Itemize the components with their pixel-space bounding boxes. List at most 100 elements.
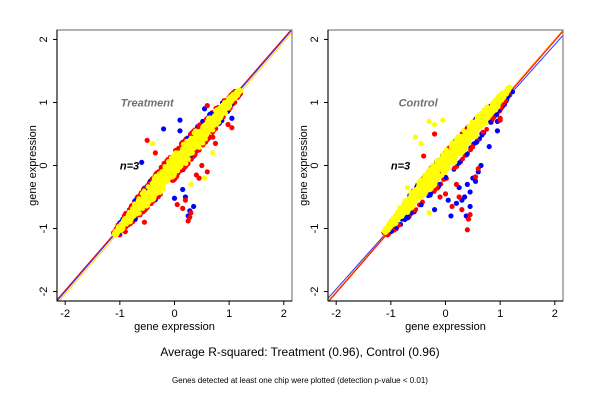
data-point-cloud	[170, 168, 176, 174]
data-point-red	[182, 197, 189, 203]
data-point-blue	[180, 186, 186, 193]
data-point-yellow_outliers	[431, 121, 438, 128]
y-tick-label: -2	[309, 287, 321, 297]
data-point-red	[442, 191, 449, 197]
data-point-cloud	[144, 200, 150, 206]
data-point-red	[467, 212, 473, 218]
data-point-cloud	[190, 141, 196, 147]
data-point-red	[475, 166, 481, 172]
data-point-cloud	[408, 199, 414, 205]
data-point-yellow_outliers	[418, 140, 424, 147]
data-point-cloud	[165, 168, 171, 174]
data-point-cloud	[466, 123, 472, 129]
data-point-cloud	[423, 175, 429, 181]
data-point-red	[144, 137, 150, 143]
data-point-cloud	[450, 147, 456, 153]
y-tick-label: 0	[38, 162, 50, 168]
y-axis-label: gene expression	[27, 125, 39, 206]
data-point-blue	[494, 128, 501, 134]
data-point-cloud	[186, 145, 192, 151]
data-point-cloud	[210, 127, 216, 133]
data-point-red	[188, 210, 194, 216]
data-point-blue	[229, 115, 235, 121]
plot-area	[328, 30, 563, 301]
data-point-cloud	[236, 88, 242, 94]
data-point-blue	[191, 203, 197, 210]
y-tick-label: 2	[38, 36, 50, 42]
data-point-cloud	[434, 159, 440, 165]
data-point-fringe	[418, 202, 424, 208]
data-point-cloud	[136, 196, 142, 202]
data-point-cloud	[428, 177, 434, 183]
data-point-cloud	[207, 123, 213, 129]
data-point-fringe	[469, 144, 475, 149]
data-point-cloud	[211, 122, 217, 128]
x-tick-label: 0	[442, 308, 448, 320]
data-point-cloud	[178, 163, 184, 169]
data-point-red	[465, 216, 472, 222]
data-point-cloud	[428, 181, 434, 187]
data-point-red	[174, 201, 180, 208]
data-point-cloud	[436, 163, 442, 169]
plot-area	[57, 30, 292, 301]
data-point-blue	[464, 181, 470, 188]
data-point-cloud	[481, 117, 487, 123]
data-point-cloud	[212, 113, 218, 119]
data-point-cloud	[440, 163, 446, 169]
data-point-cloud	[505, 85, 511, 91]
x-tick-label: -1	[115, 308, 125, 320]
panel-title: Control	[399, 97, 439, 109]
y-tick-label: 2	[309, 36, 321, 42]
data-point-yellow_outliers	[188, 181, 194, 188]
data-point-cloud	[221, 105, 227, 111]
x-tick-label: -1	[386, 308, 396, 320]
data-point-fringe	[488, 119, 493, 125]
data-point-fringe	[427, 192, 433, 198]
data-point-red	[180, 205, 186, 211]
data-point-blue	[431, 207, 438, 213]
data-point-cloud	[195, 144, 201, 150]
data-point-cloud	[472, 127, 478, 133]
panel-control: -2 -1 0 1 2 -2 -1 0 1 2 gene expression gene expres…	[298, 29, 564, 333]
data-point-cloud	[431, 173, 437, 179]
data-point-cloud	[468, 134, 474, 140]
data-point-red	[229, 125, 235, 131]
data-point-cloud	[141, 188, 147, 194]
data-point-cloud	[436, 173, 442, 179]
x-axis-label: gene expression	[134, 321, 215, 333]
data-point-fringe	[480, 129, 486, 135]
data-point-cloud	[186, 138, 192, 144]
data-point-cloud	[160, 173, 166, 179]
data-point-cloud	[481, 107, 487, 113]
data-point-yellow_outliers	[440, 117, 446, 123]
data-point-red	[437, 194, 443, 200]
data-point-blue	[467, 203, 473, 210]
data-point-fringe	[460, 156, 465, 162]
data-point-cloud	[453, 155, 459, 161]
data-point-fringe	[484, 126, 490, 132]
x-tick-label: 1	[226, 308, 232, 320]
data-point-cloud	[494, 99, 500, 105]
data-point-cloud	[126, 216, 132, 222]
data-point-red	[225, 121, 231, 128]
data-point-fringe	[491, 115, 496, 121]
panel-treatment: -2 -1 0 1 2 -2 -1 0 1 2 gene expression gene expres…	[27, 29, 293, 333]
data-point-fringe	[451, 165, 457, 171]
data-point-cloud	[141, 195, 147, 201]
data-point-cloud	[429, 168, 435, 174]
data-point-fringe	[207, 111, 213, 117]
data-point-cloud	[441, 157, 447, 163]
data-point-cloud	[180, 141, 186, 147]
data-point-cloud	[192, 136, 198, 142]
data-point-red	[464, 227, 470, 233]
data-point-red	[431, 131, 438, 137]
data-point-fringe	[464, 152, 470, 157]
data-point-cloud	[171, 164, 177, 170]
data-point-red	[449, 203, 455, 210]
data-point-cloud	[154, 183, 160, 189]
data-point-cloud	[167, 158, 173, 164]
point-cloud	[111, 87, 243, 238]
data-point-cloud	[430, 163, 436, 169]
data-point-cloud	[423, 179, 429, 185]
data-point-fringe	[443, 175, 449, 180]
